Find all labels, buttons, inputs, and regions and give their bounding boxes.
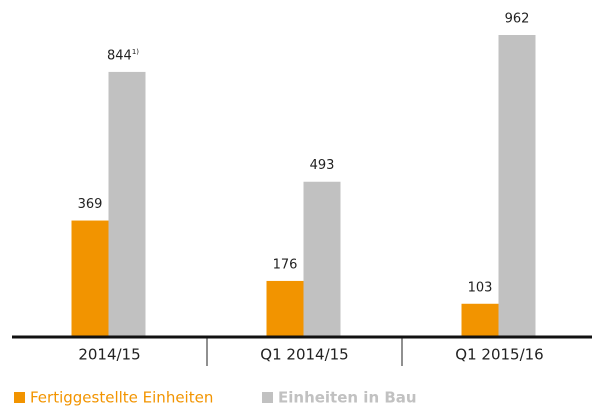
- legend-label: Fertiggestellte Einheiten: [30, 389, 213, 407]
- value-label: 369: [78, 197, 103, 212]
- bar: [108, 71, 146, 337]
- footnote-marker: 1): [132, 48, 139, 56]
- x-tick-label: 2014/15: [78, 346, 140, 364]
- bar: [266, 280, 304, 336]
- x-tick-label: Q1 2015/16: [455, 346, 543, 364]
- value-label: 8441): [107, 48, 139, 64]
- value-label: 176: [273, 257, 298, 272]
- bar: [71, 220, 109, 336]
- legend-label: Einheiten in Bau: [278, 389, 417, 407]
- x-tick-label: Q1 2014/15: [260, 346, 348, 364]
- legend-swatch: [14, 392, 25, 403]
- bar: [461, 303, 499, 336]
- value-label: 493: [310, 158, 335, 173]
- bar: [303, 181, 341, 336]
- legend-swatch: [262, 392, 273, 403]
- value-label: 103: [468, 280, 493, 295]
- bar: [498, 35, 536, 336]
- value-label: 962: [505, 12, 530, 27]
